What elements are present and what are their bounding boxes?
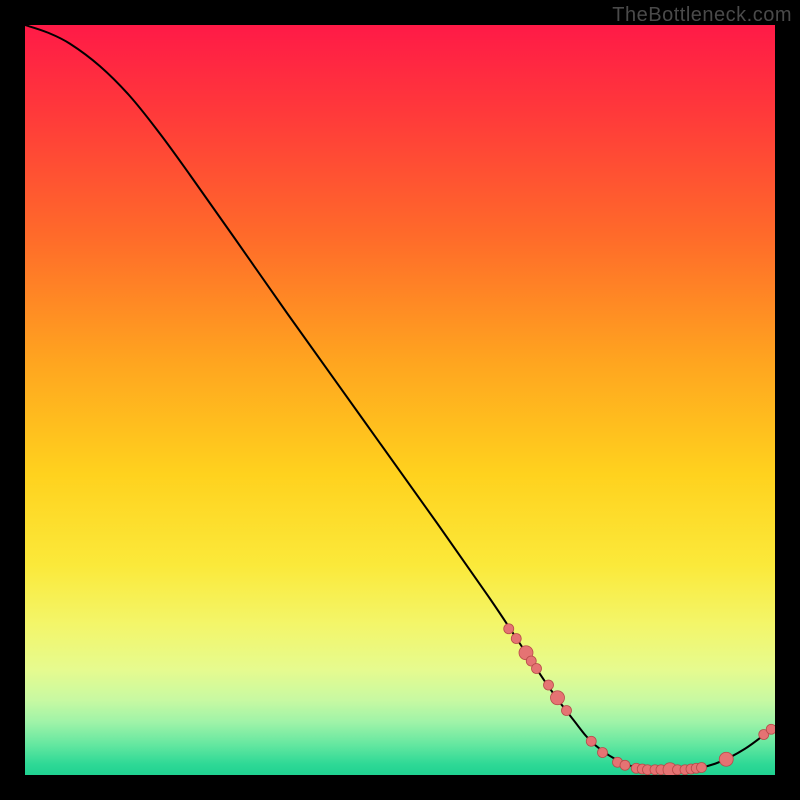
data-marker bbox=[532, 664, 542, 674]
data-marker bbox=[586, 736, 596, 746]
data-marker bbox=[544, 680, 554, 690]
data-marker bbox=[562, 706, 572, 716]
data-marker bbox=[598, 748, 608, 758]
plot-area bbox=[25, 25, 775, 775]
data-marker bbox=[504, 624, 514, 634]
data-markers bbox=[504, 624, 775, 775]
data-marker bbox=[719, 752, 733, 766]
chart-container: TheBottleneck.com bbox=[0, 0, 800, 800]
watermark-text: TheBottleneck.com bbox=[612, 4, 792, 27]
bottleneck-curve bbox=[25, 25, 775, 771]
chart-overlay bbox=[25, 25, 775, 775]
data-marker bbox=[697, 763, 707, 773]
data-marker bbox=[766, 724, 775, 734]
data-marker bbox=[620, 760, 630, 770]
data-marker bbox=[551, 691, 565, 705]
data-marker bbox=[511, 634, 521, 644]
